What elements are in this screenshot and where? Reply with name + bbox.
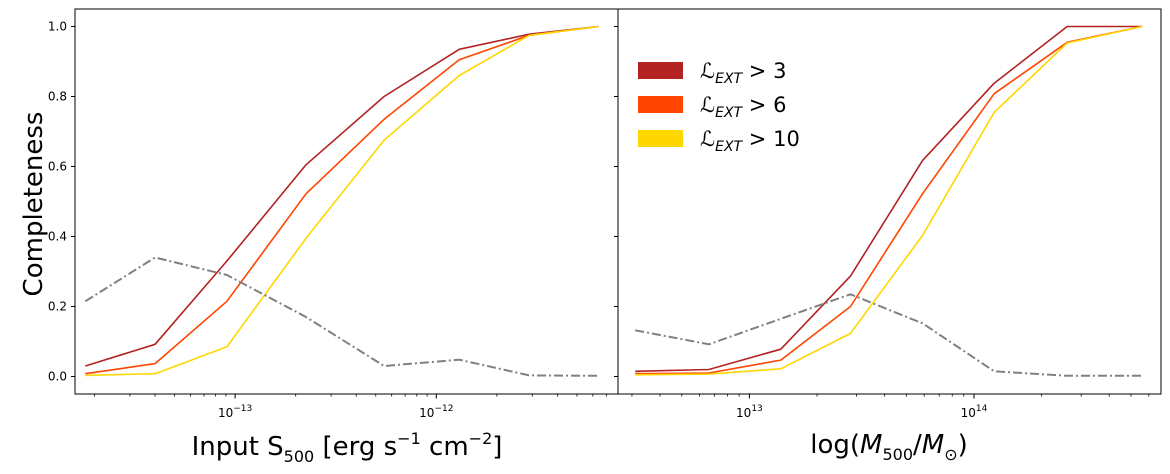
right-series-line-3 <box>635 293 1143 377</box>
legend-swatch <box>638 62 683 79</box>
left-series-line-1 <box>85 25 599 375</box>
right-series-line-1 <box>635 25 1143 375</box>
left-series-line-3 <box>84 256 599 377</box>
mass-completeness-panel: 1013 1014 <box>614 8 1162 420</box>
left-x-axis-label: Input S500 [erg s−1 cm−2] <box>192 429 503 466</box>
right-series-line-0 <box>635 25 1143 373</box>
legend-swatch <box>638 130 683 147</box>
legend: ℒEXT > 3 ℒEXT > 6 ℒEXT > 10 <box>638 59 800 155</box>
left-x-tick-label: 10−12 <box>419 404 453 420</box>
y-tick-label: 0.2 <box>48 300 67 314</box>
right-x-tick-label: 1014 <box>961 404 988 420</box>
legend-entry-label: ℒEXT > 3 <box>700 59 786 87</box>
y-axis-label: Completeness <box>19 112 49 297</box>
right-axes-frame <box>617 8 1162 395</box>
right-x-axis-label: log(M500/M⊙) <box>810 430 968 464</box>
right-series-line-2 <box>635 25 1143 376</box>
legend-swatch <box>638 96 683 113</box>
y-tick-label: 0.8 <box>48 90 67 104</box>
left-series-line-0 <box>85 25 599 367</box>
left-axes-frame <box>74 8 619 395</box>
flux-completeness-panel: 0.0 0.2 0.4 0.6 0.8 1.0 10−13 10−12 <box>48 8 619 420</box>
y-tick-label: 1.0 <box>48 20 67 34</box>
legend-entry-label: ℒEXT > 6 <box>700 93 786 121</box>
y-tick-label: 0.6 <box>48 160 67 174</box>
left-series-line-2 <box>85 25 599 377</box>
left-x-tick-label: 10−13 <box>218 404 252 420</box>
legend-entry-label: ℒEXT > 10 <box>700 127 800 155</box>
right-x-tick-label: 1013 <box>736 404 763 420</box>
y-tick-label: 0.0 <box>48 370 67 384</box>
y-tick-label: 0.4 <box>48 230 67 244</box>
